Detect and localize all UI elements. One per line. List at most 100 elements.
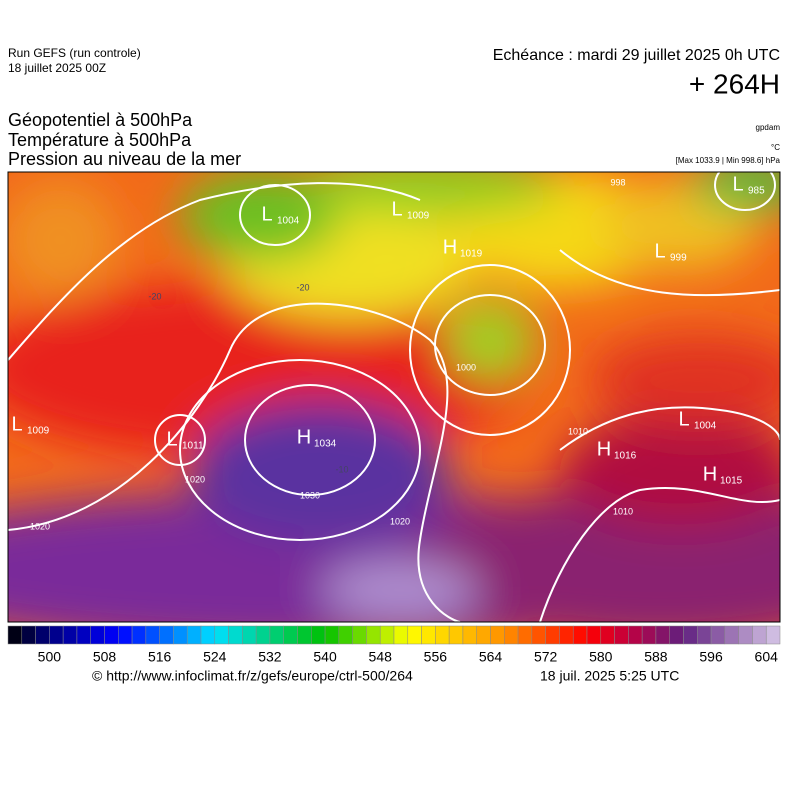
center-symbol: L <box>166 428 177 450</box>
contour-label: 1010 <box>568 426 588 436</box>
unit: [Max 1033.9 | Min 998.6] hPa <box>676 156 781 165</box>
colorbar-tick-label: 588 <box>644 649 668 665</box>
contour-label: 1020 <box>185 474 205 484</box>
colorbar-swatch <box>49 625 64 645</box>
colorbar-swatch <box>614 625 629 645</box>
contour-label: -20 <box>296 282 309 292</box>
unit: gpdam <box>756 123 781 132</box>
field-blob <box>300 172 560 213</box>
colorbar-swatch <box>683 625 698 645</box>
contour-label: -20 <box>148 291 161 301</box>
contour-label: 998 <box>610 177 625 187</box>
colorbar-tick-label: 604 <box>755 649 779 665</box>
colorbar-tick-label: 516 <box>148 649 172 665</box>
contour-label: 1010 <box>613 506 633 516</box>
center-symbol: L <box>678 408 689 430</box>
center-symbol: L <box>391 198 402 220</box>
colorbar-tick-label: 548 <box>369 649 393 665</box>
unit: °C <box>771 143 780 152</box>
colorbar-swatch <box>421 625 436 645</box>
colorbar: 500 508 516 524 532 540 548 556 564 572 580 588 596 6… <box>7 625 781 665</box>
colorbar-swatch <box>752 625 767 645</box>
colorbar-swatch <box>545 625 560 645</box>
colorbar-swatch <box>697 625 712 645</box>
contour-label: 1020 <box>30 521 50 531</box>
colorbar-swatch <box>710 625 726 645</box>
colorbar-swatch <box>641 625 657 645</box>
center-symbol: H <box>297 426 311 448</box>
colorbar-swatch <box>517 625 533 645</box>
title: Géopotentiel à 500hPa <box>8 110 193 130</box>
center-value: 1016 <box>614 451 637 462</box>
colorbar-swatch <box>572 625 588 645</box>
map-frame <box>7 171 781 623</box>
title: Température à 500hPa <box>8 130 192 150</box>
colorbar-swatch <box>476 625 491 645</box>
colorbar-swatch <box>131 625 147 645</box>
center-symbol: L <box>261 203 272 225</box>
colorbar-swatch <box>145 625 160 645</box>
field-blob <box>590 335 780 425</box>
colorbar-swatch <box>366 625 381 645</box>
center-value: 1011 <box>182 441 204 452</box>
colorbar-swatch <box>435 625 450 645</box>
colorbar-swatch <box>586 625 602 645</box>
center-value: 1004 <box>694 421 717 432</box>
colorbar-tick-label: 580 <box>589 649 613 665</box>
title: Pression au niveau de la mer <box>8 149 241 169</box>
center-value: 1009 <box>407 211 430 222</box>
colorbar-swatch <box>600 625 615 645</box>
center-value: 1004 <box>277 216 300 227</box>
colorbar-swatch <box>738 625 753 645</box>
colorbar-swatch <box>7 625 23 645</box>
echeance: Echéance : mardi 29 juillet 2025 0h UTC <box>493 47 780 64</box>
colorbar-tick-label: 556 <box>424 649 448 665</box>
contour-label: -10 <box>335 464 348 474</box>
contour-label: 1000 <box>456 362 476 372</box>
colorbar-swatch <box>255 625 271 645</box>
colorbar-swatch <box>311 625 326 645</box>
generated: 18 juil. 2025 5:25 UTC <box>540 668 679 684</box>
field <box>8 172 780 622</box>
colorbar-swatch <box>200 625 216 645</box>
colorbar-swatch <box>269 625 284 645</box>
center-symbol: H <box>703 463 717 485</box>
center-value: 1015 <box>720 476 743 487</box>
field-blob <box>8 180 120 300</box>
center-symbol: H <box>443 236 457 258</box>
center-symbol: L <box>11 413 22 435</box>
colorbar-tick-label: 500 <box>38 649 62 665</box>
colorbar-swatch <box>90 625 105 645</box>
contour-label: 1030 <box>300 490 320 500</box>
colorbar-swatch <box>669 625 684 645</box>
colorbar-swatch <box>297 625 312 645</box>
run-label: Run GEFS (run controle) <box>8 46 141 60</box>
colorbar-swatch <box>228 625 243 645</box>
colorbar-swatch <box>338 625 353 645</box>
colorbar-swatch <box>283 625 298 645</box>
isobars <box>8 172 780 622</box>
colorbar-swatch <box>104 625 119 645</box>
source: © http://www.infoclimat.fr/z/gefs/europe… <box>92 668 413 684</box>
colorbar-swatch <box>462 625 477 645</box>
colorbar-swatch <box>35 625 50 645</box>
colorbar-swatch <box>214 625 229 645</box>
colorbar-swatch <box>352 625 367 645</box>
colorbar-swatch <box>159 625 174 645</box>
center-value: 985 <box>748 186 765 197</box>
colorbar-swatch <box>490 625 505 645</box>
colorbar-tick-label: 572 <box>534 649 558 665</box>
colorbar-swatch <box>242 625 257 645</box>
colorbar-swatch <box>765 625 781 645</box>
colorbar-swatch <box>62 625 78 645</box>
contour-label: 1020 <box>390 516 410 526</box>
colorbar-swatch <box>21 625 36 645</box>
colorbar-swatch <box>118 625 133 645</box>
field-blob <box>690 172 780 210</box>
lead-time: + 264H <box>689 68 780 99</box>
colorbar-tick-label: 564 <box>479 649 503 665</box>
colorbar-swatch <box>379 625 395 645</box>
colorbar-swatch <box>531 625 546 645</box>
